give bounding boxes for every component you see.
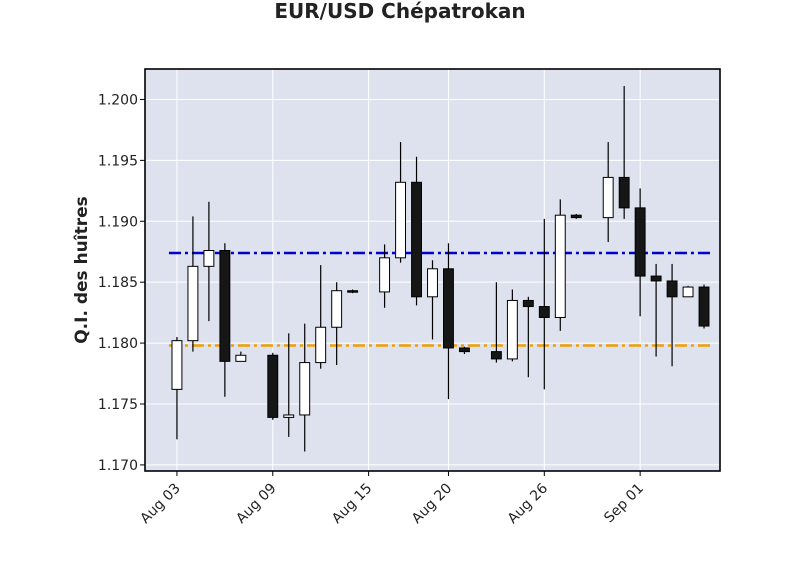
- candle-body: [299, 362, 311, 416]
- candle-body: [554, 214, 566, 319]
- candle-body: [443, 268, 454, 349]
- candle: [187, 216, 199, 352]
- candle: [235, 351, 247, 362]
- candle-body: [315, 326, 327, 364]
- candle: [650, 263, 662, 357]
- candles: [171, 86, 710, 452]
- candle: [602, 142, 614, 242]
- x-tick-label: Aug 09: [233, 481, 279, 527]
- candle: [427, 260, 438, 340]
- candle-body: [522, 299, 534, 308]
- candle: [506, 289, 518, 362]
- candle: [315, 265, 327, 369]
- candle: [379, 244, 391, 308]
- candle-body: [458, 347, 470, 353]
- candle-body: [698, 286, 710, 327]
- candle: [267, 352, 279, 420]
- x-tick-label: Sep 01: [601, 481, 647, 527]
- candle: [618, 86, 630, 219]
- y-tick-label: 1.195: [98, 153, 138, 169]
- x-tick-label: Aug 03: [137, 481, 183, 527]
- candle: [443, 243, 454, 400]
- candle: [203, 201, 215, 322]
- candle: [698, 284, 710, 329]
- candle-body: [570, 214, 582, 219]
- candle-body: [602, 176, 614, 219]
- x-tick-label: Aug 15: [329, 481, 375, 527]
- y-tick-label: 1.200: [98, 92, 138, 108]
- candle-body: [682, 286, 694, 298]
- candle: [219, 243, 231, 397]
- candle: [331, 282, 343, 366]
- y-tick-label: 1.185: [98, 275, 138, 291]
- candle: [299, 323, 311, 452]
- candle-body: [538, 306, 550, 319]
- candle-body: [634, 207, 646, 277]
- candle: [666, 263, 678, 367]
- candle-body: [331, 290, 343, 328]
- candle-body: [235, 354, 247, 362]
- candle: [411, 156, 422, 306]
- x-tick-label: Aug 26: [505, 480, 551, 526]
- candle: [570, 213, 582, 219]
- candle: [490, 282, 502, 363]
- candle: [538, 218, 550, 390]
- candle-body: [347, 290, 359, 293]
- y-axis-label: Q.I. des huîtres: [72, 196, 92, 344]
- candle: [682, 285, 694, 298]
- plot-frame: [144, 68, 721, 472]
- candle-body: [411, 181, 422, 298]
- x-axis: Aug 03 Aug 09 Aug 15 Aug 20 Aug 26 Sep 01: [137, 471, 647, 527]
- candle: [283, 333, 295, 437]
- candle-body: [379, 257, 391, 293]
- candle: [522, 296, 534, 378]
- reference-lines: [168, 251, 714, 347]
- candle: [634, 188, 646, 317]
- y-tick-label: 1.175: [98, 397, 138, 413]
- candle-body: [219, 250, 231, 362]
- candle-body: [395, 181, 407, 259]
- y-tick-label: 1.190: [98, 214, 138, 230]
- candle-body: [506, 299, 518, 360]
- candle: [347, 289, 359, 294]
- candle-body: [283, 414, 295, 418]
- x-tick-label: Aug 20: [409, 481, 455, 527]
- candle-body: [666, 280, 678, 298]
- y-tick-label: 1.170: [98, 458, 138, 474]
- candle: [395, 142, 407, 263]
- candle-body: [187, 265, 199, 342]
- candle-body: [490, 351, 502, 360]
- candle: [458, 346, 470, 355]
- candle-body: [618, 176, 630, 209]
- candle: [554, 199, 566, 331]
- candle-body: [427, 268, 438, 298]
- candle-body: [171, 340, 183, 390]
- candle: [171, 337, 183, 440]
- candle-body: [267, 354, 279, 418]
- candle-body: [203, 250, 215, 267]
- y-tick-label: 1.180: [98, 336, 138, 352]
- y-axis: 1.170 1.175 1.180 1.185 1.190 1.195 1.200: [98, 92, 145, 474]
- chart-title: EUR/USD Chépatrokan: [274, 0, 525, 23]
- candle-body: [650, 275, 662, 282]
